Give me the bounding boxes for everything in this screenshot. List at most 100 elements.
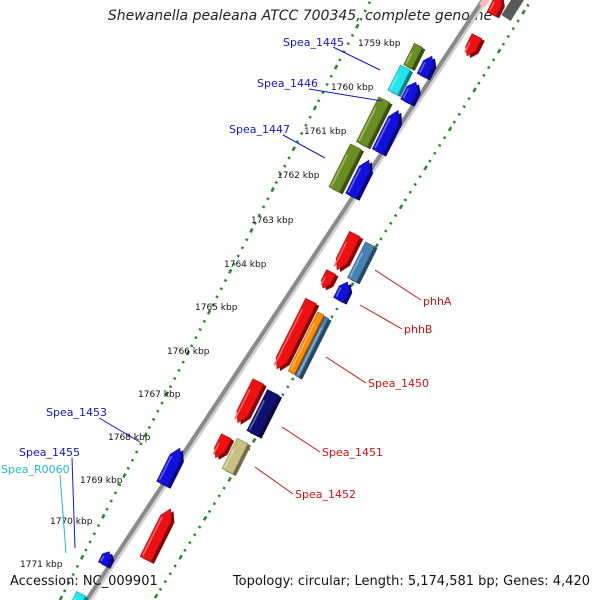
outer-track-tick-11 (207, 509, 212, 514)
inner-track-tick-14 (118, 483, 122, 487)
leader-phhb (359, 304, 403, 330)
gene-spea-1448b-highlight (347, 167, 362, 193)
leader-spea-1452 (254, 466, 294, 495)
gene-spea-1448 (328, 143, 365, 195)
leader-spea-1447 (282, 134, 326, 159)
gene-spea-1448-highlight (330, 154, 348, 187)
inner-track-tick-24 (160, 401, 164, 405)
inner-track-tick-2 (67, 581, 71, 585)
gene-phhb-highlight (335, 287, 342, 297)
kbp-label-11: 1770 kbp (50, 517, 93, 527)
inner-track-tick-38 (219, 287, 223, 291)
gene-orange-strip-highlight (290, 322, 316, 371)
inner-track-tick-10 (101, 513, 106, 519)
gene-spea-1452 (221, 437, 251, 477)
inner-track-tick-62 (321, 90, 325, 95)
inner-track-tick-7 (88, 540, 92, 544)
inner-track-tick-8 (92, 532, 97, 536)
outer-track-tick-69 (491, 58, 496, 62)
leader-spea-1446 (308, 88, 383, 102)
inner-track-tick-0 (58, 595, 64, 600)
gene-top-red-body (486, 0, 503, 17)
inner-track-tick-54 (287, 156, 291, 160)
leader-spea-1445 (332, 46, 381, 71)
inner-track-tick-35 (206, 309, 212, 315)
gene-red-c-highlight (273, 308, 304, 366)
gene-spea-1447b (371, 109, 403, 157)
inner-track-tick-46 (253, 221, 257, 225)
inner-track-tick-12 (109, 499, 113, 503)
outer-track-tick-3 (168, 572, 172, 576)
outer-track-tick-5 (178, 554, 183, 560)
tick-marks (58, 1, 530, 600)
outer-track-tick-60 (447, 126, 453, 132)
gene-red-f-highlight (142, 516, 163, 556)
gene-spea-1453 (156, 447, 184, 489)
gene-upper-red-highlight (464, 42, 471, 53)
gene-spea-1447-highlight (358, 107, 377, 142)
inner-track-tick-42 (236, 254, 240, 258)
gene-spea-1445b (416, 55, 437, 81)
inner-track-tick-33 (198, 327, 202, 332)
inner-track-tick-15 (122, 472, 127, 479)
kbp-label-4: 1763 kbp (251, 216, 294, 226)
inner-track-tick-39 (223, 278, 228, 283)
inner-track-tick-48 (261, 205, 266, 209)
label-spea-1453: Spea_1453 (46, 406, 107, 419)
gene-red-c (273, 297, 320, 372)
outer-track-tick-0 (153, 593, 159, 599)
outer-track-tick-73 (511, 26, 515, 31)
inner-track-tick-68 (346, 41, 350, 46)
inner-track-tick-59 (308, 115, 312, 119)
gene-red-f (139, 508, 175, 564)
outer-track-tick-75 (521, 9, 526, 15)
gene-spea-1446b-highlight (402, 87, 410, 99)
outer-track-tick-50 (398, 204, 404, 210)
gene-red-d-highlight (234, 389, 251, 420)
label-spea-1451: Spea_1451 (322, 446, 383, 459)
inner-track-tick-73 (367, 1, 372, 5)
gene-phha-body (347, 241, 375, 283)
kbp-labels: 1759 kbp 1760 kbp 1761 kbp 1762 kbp 1763 kbp… (20, 39, 401, 570)
outer-track-tick-28 (291, 377, 295, 381)
leader-spea-r0060 (59, 474, 67, 554)
outer-track-tick-12 (212, 502, 217, 506)
gene-spea-1446-body (387, 64, 411, 96)
inner-track-tick-23 (156, 409, 160, 413)
gene-spea-r0060-highlight (73, 597, 77, 600)
topology-summary: Topology: circular; Length: 5,174,581 bp… (232, 574, 590, 589)
outer-track-tick-7 (188, 540, 192, 545)
label-spea-1445: Spea_1445 (283, 36, 344, 49)
label-phha: phhA (423, 295, 452, 308)
gene-labels: Spea_1445 Spea_1446 Spea_1447 phhA phhB Spea_… (1, 36, 452, 554)
outer-track-tick-71 (501, 42, 506, 46)
gene-phhb (333, 281, 353, 305)
inner-track-tick-43 (240, 246, 245, 250)
gene-red-e (212, 433, 235, 460)
gene-features (72, 0, 505, 600)
gene-spea-1446b-body (400, 81, 419, 105)
inner-track-tick-52 (278, 172, 283, 176)
inner-track-tick-70 (355, 23, 360, 29)
gene-spea-1453-highlight (158, 455, 173, 481)
inner-track-tick-60 (312, 105, 318, 111)
gene-red-d (234, 378, 267, 425)
gene-spea-1448-body (328, 143, 362, 193)
outer-track-tick-36 (330, 315, 334, 319)
gene-red-a (333, 231, 364, 273)
inner-track-tick-66 (338, 58, 342, 62)
gene-red-c-body (275, 297, 317, 370)
inner-track-tick-3 (71, 572, 75, 577)
gene-spea-1450-highlight (297, 326, 323, 376)
inner-track-tick-50 (270, 187, 275, 193)
outer-track-tick-15 (227, 476, 232, 482)
gene-spea-1450 (295, 316, 332, 380)
gene-upper-red-body (465, 33, 483, 57)
outer-track-tick-49 (393, 213, 398, 218)
outer-track-tick-46 (379, 237, 383, 241)
gene-upper-red (464, 33, 485, 59)
inner-track-tick-32 (194, 336, 198, 340)
inner-track-tick-41 (232, 262, 236, 266)
gene-spea-1447 (356, 96, 393, 150)
inner-track-tick-58 (304, 123, 308, 127)
